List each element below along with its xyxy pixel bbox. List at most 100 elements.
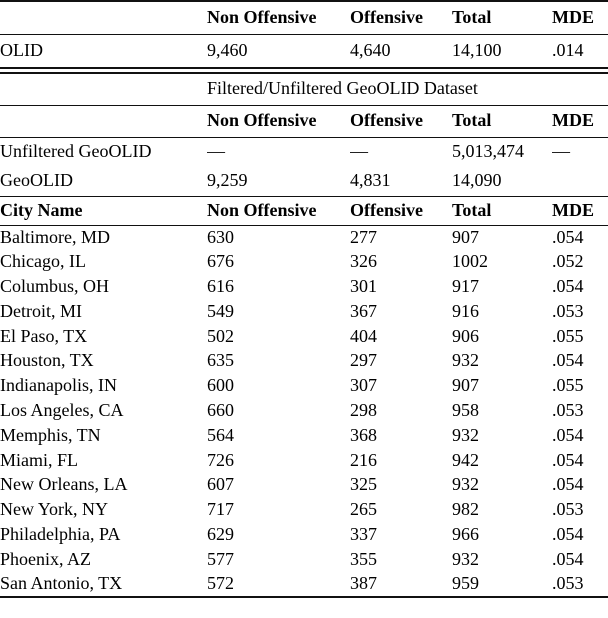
mde-cell: .053 <box>552 573 584 594</box>
non-offensive-cell: 549 <box>207 300 234 321</box>
non-offensive-cell: 629 <box>207 524 234 545</box>
city-row: San Antonio, TX 572 387 959 .053 <box>0 572 608 597</box>
olid-header-row: Non Offensive Offensive Total MDE <box>0 1 608 34</box>
offensive-cell: 301 <box>350 276 377 297</box>
offensive-cell: 404 <box>350 325 377 346</box>
title-empty-cell <box>0 73 207 105</box>
header-non-offensive: Non Offensive <box>207 199 317 220</box>
non-offensive-cell: 607 <box>207 474 234 495</box>
header-mde: MDE <box>552 110 594 131</box>
header-city-name: City Name <box>0 199 83 220</box>
city-name-cell: Houston, TX <box>0 350 94 371</box>
header-total: Total <box>452 199 492 220</box>
city-name-cell: Miami, FL <box>0 449 79 470</box>
offensive-cell: 326 <box>350 251 377 272</box>
mde-cell: .052 <box>552 251 584 272</box>
olid-total-cell: 14,100 <box>452 39 502 60</box>
city-row: Los Angeles, CA 660 298 958 .053 <box>0 399 608 424</box>
total-cell: 932 <box>452 350 479 371</box>
city-row: Memphis, TN 564 368 932 .054 <box>0 423 608 448</box>
city-name-cell: Baltimore, MD <box>0 226 110 247</box>
mde-cell: .054 <box>552 474 584 495</box>
non-offensive-cell: 616 <box>207 276 234 297</box>
city-name-cell: El Paso, TX <box>0 325 88 346</box>
total-cell: 917 <box>452 276 479 297</box>
mde-cell: .054 <box>552 424 584 445</box>
mde-cell: .055 <box>552 375 584 396</box>
mde-cell: .054 <box>552 226 584 247</box>
city-row: Miami, FL 726 216 942 .054 <box>0 448 608 473</box>
non-offensive-cell: 630 <box>207 226 234 247</box>
non-offensive-cell: 9,259 <box>207 169 248 190</box>
header-total: Total <box>452 110 492 131</box>
offensive-cell: — <box>350 140 368 161</box>
offensive-cell: 367 <box>350 300 377 321</box>
total-cell: 906 <box>452 325 479 346</box>
total-cell: 14,090 <box>452 169 502 190</box>
header-non-offensive: Non Offensive <box>207 110 317 131</box>
city-header-row: City Name Non Offensive Offensive Total … <box>0 196 608 225</box>
mde-cell: — <box>552 140 570 161</box>
total-cell: 982 <box>452 499 479 520</box>
city-row: Phoenix, AZ 577 355 932 .054 <box>0 547 608 572</box>
non-offensive-cell: 564 <box>207 424 234 445</box>
mde-cell: .053 <box>552 300 584 321</box>
city-name-cell: Memphis, TN <box>0 424 101 445</box>
non-offensive-cell: 577 <box>207 548 234 569</box>
offensive-cell: 4,831 <box>350 169 391 190</box>
header-empty-cell <box>0 105 207 137</box>
non-offensive-cell: 502 <box>207 325 234 346</box>
city-name-cell: Columbus, OH <box>0 276 110 297</box>
total-cell: 932 <box>452 474 479 495</box>
city-row: New Orleans, LA 607 325 932 .054 <box>0 473 608 498</box>
city-row: Houston, TX 635 297 932 .054 <box>0 349 608 374</box>
non-offensive-cell: 717 <box>207 499 234 520</box>
header-offensive: Offensive <box>350 110 423 131</box>
header-mde: MDE <box>552 199 594 220</box>
total-cell: 966 <box>452 524 479 545</box>
mde-cell: .054 <box>552 524 584 545</box>
header-mde: MDE <box>552 6 594 27</box>
double-rule <box>0 68 608 73</box>
city-row: Indianapolis, IN 600 307 907 .055 <box>0 374 608 399</box>
city-name-cell: Chicago, IL <box>0 251 86 272</box>
mde-cell: .053 <box>552 499 584 520</box>
city-row: Baltimore, MD 630 277 907 .054 <box>0 225 608 250</box>
total-cell: 942 <box>452 449 479 470</box>
mde-cell: .055 <box>552 325 584 346</box>
non-offensive-cell: 660 <box>207 400 234 421</box>
non-offensive-cell: 600 <box>207 375 234 396</box>
non-offensive-cell: 572 <box>207 573 234 594</box>
total-cell: 5,013,474 <box>452 140 524 161</box>
mde-cell: .054 <box>552 548 584 569</box>
row-label-cell: Unfiltered GeoOLID <box>0 140 152 161</box>
total-cell: 907 <box>452 375 479 396</box>
city-name-cell: Los Angeles, CA <box>0 400 124 421</box>
city-name-cell: New Orleans, LA <box>0 474 128 495</box>
olid-label-cell: OLID <box>0 39 43 60</box>
dataset-statistics-table: Non Offensive Offensive Total MDE OLID 9… <box>0 0 608 598</box>
olid-non-offensive-cell: 9,460 <box>207 39 248 60</box>
offensive-cell: 216 <box>350 449 377 470</box>
city-name-cell: Indianapolis, IN <box>0 375 117 396</box>
city-row: Columbus, OH 616 301 917 .054 <box>0 275 608 300</box>
unfiltered-geoolid-row: Unfiltered GeoOLID — — 5,013,474 — <box>0 137 608 166</box>
geoolid-row: GeoOLID 9,259 4,831 14,090 <box>0 166 608 196</box>
offensive-cell: 277 <box>350 226 377 247</box>
olid-row: OLID 9,460 4,640 14,100 .014 <box>0 34 608 68</box>
non-offensive-cell: 676 <box>207 251 234 272</box>
total-cell: 932 <box>452 424 479 445</box>
city-row: Philadelphia, PA 629 337 966 .054 <box>0 523 608 548</box>
offensive-cell: 337 <box>350 524 377 545</box>
city-row: Chicago, IL 676 326 1002 .052 <box>0 250 608 275</box>
offensive-cell: 298 <box>350 400 377 421</box>
header-non-offensive: Non Offensive <box>207 6 317 27</box>
header-offensive: Offensive <box>350 6 423 27</box>
mde-cell <box>552 166 608 196</box>
header-total: Total <box>452 6 492 27</box>
total-cell: 907 <box>452 226 479 247</box>
non-offensive-cell: 635 <box>207 350 234 371</box>
city-name-cell: New York, NY <box>0 499 109 520</box>
total-cell: 932 <box>452 548 479 569</box>
